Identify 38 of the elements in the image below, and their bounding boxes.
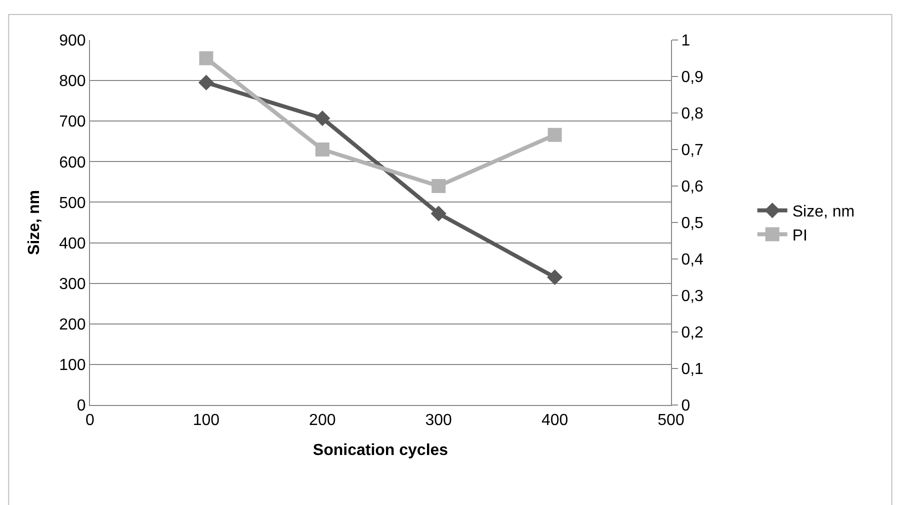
x-tick-label: 400 xyxy=(541,412,568,430)
x-tick-label: 300 xyxy=(425,412,452,430)
y-tick-label: 600 xyxy=(59,154,86,172)
legend-label: PI xyxy=(792,227,808,244)
y2-tick-label: 0,9 xyxy=(681,69,704,86)
y2-tick-label: 0,2 xyxy=(681,324,704,342)
point xyxy=(314,110,330,126)
y2-tick-label: 0,4 xyxy=(681,252,704,269)
point xyxy=(548,128,562,142)
x-tick-label: 200 xyxy=(309,412,336,430)
point xyxy=(547,269,563,286)
y2-tick-label: 0 xyxy=(681,398,690,415)
y2-tick-label: 0,5 xyxy=(681,215,704,232)
y-tick-label: 500 xyxy=(59,194,86,212)
x-tick-label: 500 xyxy=(658,412,684,430)
point xyxy=(432,179,446,193)
point xyxy=(430,206,446,222)
y2-tick-label: 0,1 xyxy=(681,361,704,378)
y2-tick-label: 0,8 xyxy=(681,106,704,123)
y-tick-label: 400 xyxy=(59,235,86,252)
y-axis-title: Size, nm xyxy=(26,190,43,255)
legend-label: Size, nm xyxy=(792,204,855,221)
y-tick-label: 800 xyxy=(59,73,86,90)
y2-tick-label: 1 xyxy=(681,32,690,50)
x-tick-label: 100 xyxy=(192,412,220,430)
y2-tick-label: 0,6 xyxy=(681,178,704,196)
y-tick-label: 300 xyxy=(59,276,86,293)
point xyxy=(198,74,214,90)
y-tick-label: 900 xyxy=(59,32,86,50)
y2-tick-label: 0,3 xyxy=(681,288,704,306)
point xyxy=(199,51,214,66)
y-tick-label: 700 xyxy=(59,114,86,131)
y-tick-label: 0 xyxy=(76,398,86,415)
point xyxy=(315,142,330,156)
y-tick-label: 200 xyxy=(59,316,86,334)
y-tick-label: 100 xyxy=(59,357,86,374)
y2-tick-label: 0,7 xyxy=(681,142,704,160)
x-axis-title: Sonication cycles xyxy=(312,442,448,459)
